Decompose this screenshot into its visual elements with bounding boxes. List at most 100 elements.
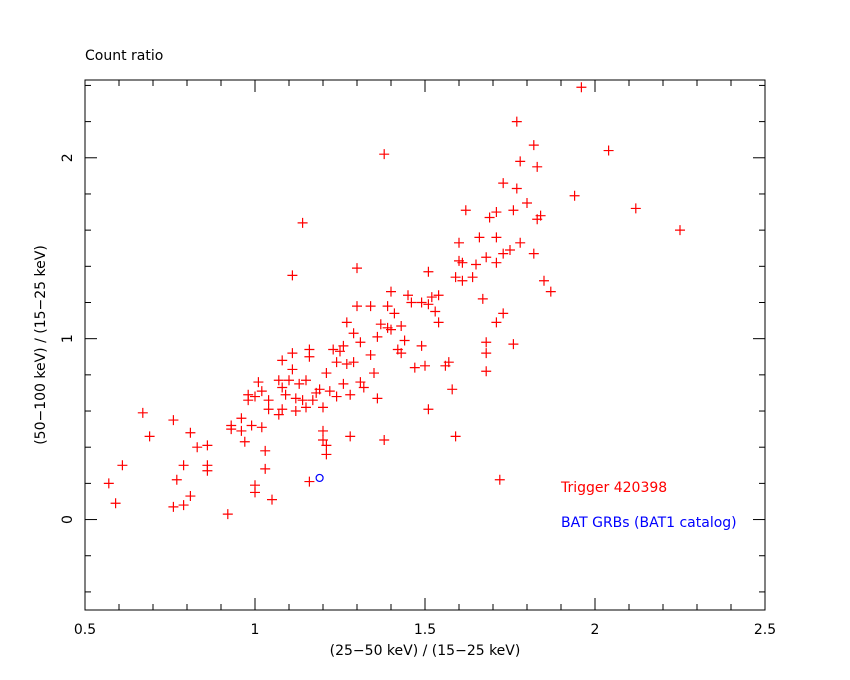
trigger-point	[331, 391, 342, 402]
trigger-point	[321, 368, 332, 379]
trigger-point	[386, 324, 396, 335]
trigger-point	[481, 348, 492, 359]
trigger-point	[481, 366, 492, 377]
trigger-point	[338, 340, 349, 351]
trigger-point	[515, 156, 526, 167]
trigger-point	[267, 494, 277, 505]
trigger-point	[576, 82, 587, 93]
trigger-point	[277, 355, 288, 366]
y-tick-label: 2	[60, 153, 76, 162]
trigger-point	[491, 317, 502, 328]
trigger-point	[178, 460, 189, 471]
trigger-point	[202, 460, 213, 471]
trigger-point	[110, 498, 121, 509]
trigger-point	[532, 214, 543, 225]
trigger-point	[277, 404, 288, 415]
trigger-point	[250, 487, 260, 498]
trigger-point	[457, 275, 468, 286]
trigger-point	[243, 389, 254, 400]
trigger-point	[450, 272, 461, 283]
trigger-point	[250, 391, 260, 402]
x-tick-label: 1.5	[414, 622, 436, 638]
trigger-point	[168, 501, 179, 512]
trigger-point	[386, 286, 396, 297]
trigger-point	[297, 395, 308, 406]
trigger-point	[569, 190, 580, 201]
trigger-point	[498, 248, 509, 259]
trigger-point	[103, 478, 114, 489]
trigger-point	[474, 232, 485, 243]
trigger-point	[396, 348, 407, 359]
trigger-point	[348, 357, 359, 368]
trigger-point	[287, 270, 298, 281]
trigger-point	[498, 178, 509, 189]
trigger-point	[345, 389, 356, 400]
trigger-point	[338, 378, 349, 389]
trigger-point	[505, 245, 515, 256]
trigger-point	[484, 212, 495, 223]
axis-ticks	[84, 80, 766, 610]
trigger-point	[369, 368, 379, 379]
trigger-point	[352, 263, 362, 274]
trigger-point	[260, 463, 271, 474]
trigger-point	[423, 299, 434, 310]
trigger-point	[365, 349, 376, 360]
trigger-point	[491, 207, 502, 218]
trigger-point	[416, 297, 427, 308]
trigger-point	[372, 393, 383, 404]
chart-title: Count ratio	[85, 48, 163, 64]
trigger-point	[287, 364, 298, 375]
trigger-point	[423, 266, 434, 277]
trigger-point	[450, 431, 461, 442]
trigger-point	[246, 420, 257, 431]
trigger-point	[202, 440, 213, 451]
trigger-point	[409, 362, 420, 373]
trigger-point	[331, 357, 342, 368]
trigger-point	[263, 404, 274, 415]
trigger-point	[382, 301, 393, 312]
trigger-point	[178, 500, 189, 511]
trigger-point	[355, 377, 366, 388]
trigger-point	[528, 248, 539, 259]
trigger-point	[341, 317, 352, 328]
trigger-point	[433, 290, 444, 301]
x-tick-labels: 0.5 1 1.5 2 2.5	[74, 622, 776, 638]
trigger-point	[185, 491, 196, 502]
trigger-point	[318, 434, 328, 445]
trigger-point	[301, 402, 311, 413]
trigger-point	[304, 476, 315, 487]
y-axis-label: (50−100 keV) / (15−25 keV)	[33, 245, 49, 445]
trigger-point	[348, 328, 359, 339]
trigger-point	[467, 272, 478, 283]
y-tick-label: 0	[60, 515, 76, 524]
trigger-point	[297, 217, 308, 228]
trigger-point	[471, 259, 481, 270]
trigger-point	[508, 205, 519, 216]
trigger-point	[260, 445, 271, 456]
trigger-point	[345, 431, 356, 442]
trigger-point	[491, 232, 502, 243]
trigger-point	[137, 407, 148, 418]
trigger-point	[399, 335, 410, 346]
trigger-point	[675, 225, 685, 236]
trigger-point	[253, 377, 264, 388]
trigger-point	[430, 306, 441, 317]
trigger-point	[477, 293, 488, 304]
trigger-point	[603, 145, 614, 156]
trigger-point	[358, 382, 369, 393]
x-axis-label: (25−50 keV) / (15−25 keV)	[330, 643, 521, 659]
trigger-point	[185, 427, 196, 438]
bat-grb-point	[315, 473, 324, 483]
trigger-point	[256, 386, 267, 397]
trigger-point	[426, 292, 437, 303]
trigger-point	[396, 321, 407, 332]
trigger-point	[236, 413, 247, 424]
trigger-point	[304, 344, 315, 355]
trigger-point	[301, 375, 311, 386]
trigger-point	[273, 409, 284, 420]
legend-entry-bat-grbs: BAT GRBs (BAT1 catalog)	[561, 515, 737, 531]
trigger-point	[416, 340, 427, 351]
trigger-point	[168, 415, 179, 426]
trigger-point	[630, 203, 641, 214]
